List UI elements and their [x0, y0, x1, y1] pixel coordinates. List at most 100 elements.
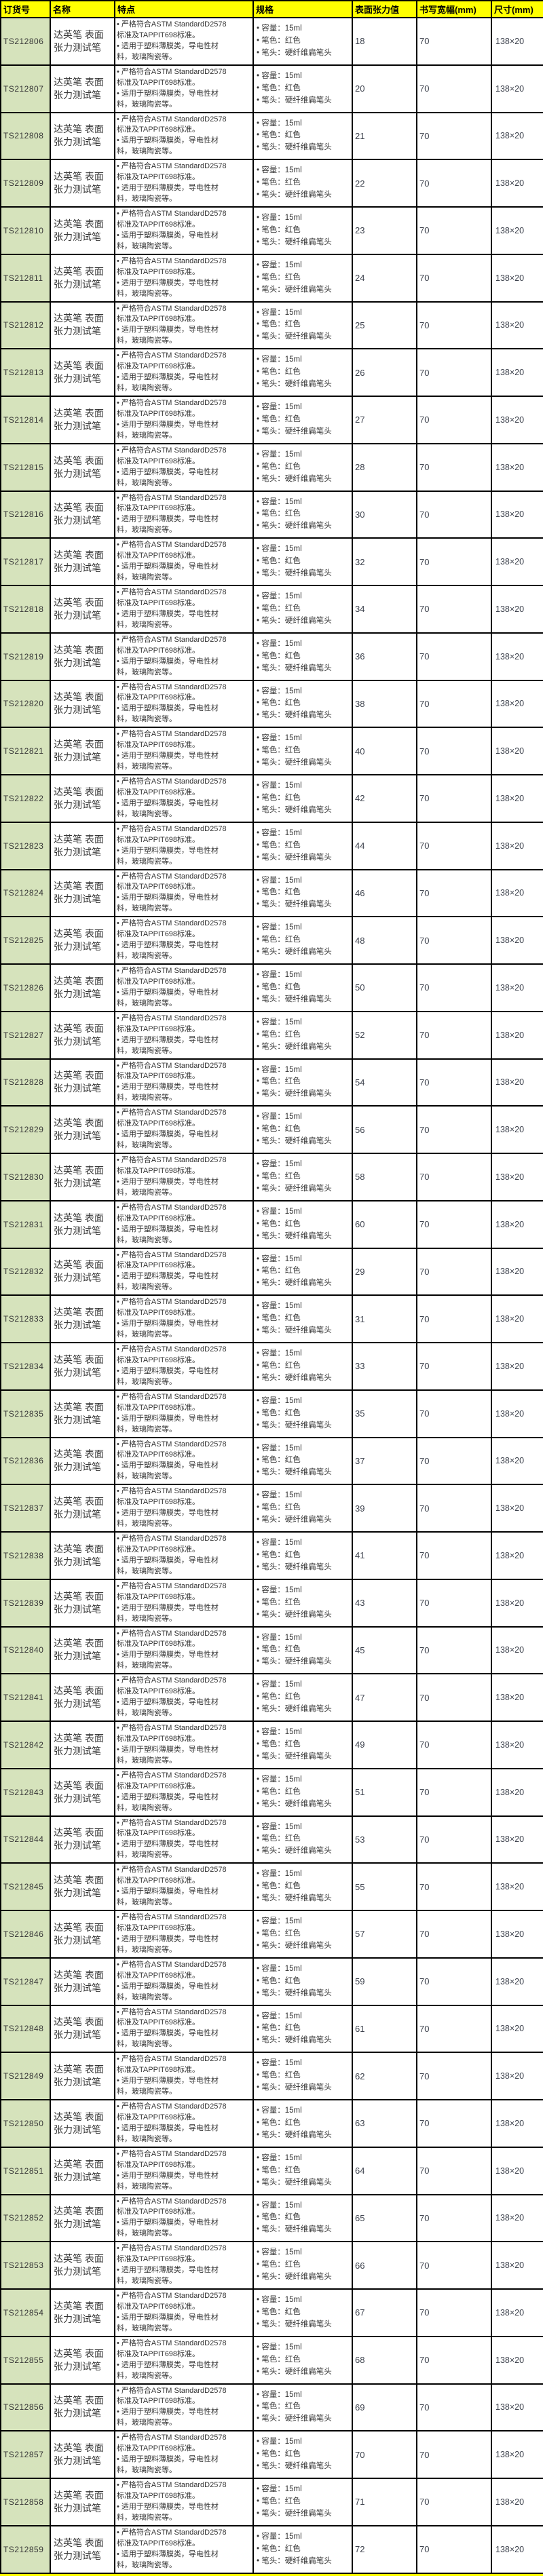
- feature-line: 料，玻璃陶瓷等。: [117, 1614, 176, 1623]
- cell-name: 达英笔 表面张力测试笔: [50, 442, 115, 492]
- feature-line: 料，玻璃陶瓷等。: [117, 1945, 176, 1954]
- spec-line: • 笔头：硬纤维扁笔头: [257, 474, 332, 483]
- feature-line: 料，玻璃陶瓷等。: [117, 1898, 176, 1907]
- cell-specs: • 容量：15ml • 笔色：红色 • 笔头：硬纤维扁笔头: [252, 2430, 353, 2479]
- cell-name: 达英笔 表面张力测试笔: [50, 1957, 115, 2006]
- feature-line: • 适用于塑料薄膜类，导电性材: [117, 1745, 219, 1754]
- feature-line: 标准及TAPPIT698标准。: [117, 220, 200, 229]
- cell-specs: • 容量：15ml • 笔色：红色 • 笔头：硬纤维扁笔头: [252, 17, 353, 66]
- cell-name: 达英笔 表面张力测试笔: [50, 2524, 115, 2574]
- cell-size: 138×20: [491, 1673, 543, 1722]
- spec-line: • 笔色：红色: [257, 2261, 301, 2269]
- cell-tension: 27: [352, 396, 417, 444]
- cell-name: 达英笔 表面张力测试笔: [50, 774, 115, 823]
- spec-line: • 笔色：红色: [257, 651, 301, 660]
- cell-order-no: TS212841: [0, 1673, 51, 1722]
- cell-features: • 严格符合ASTM StandardD2578 标准及TAPPIT698标准。 •…: [114, 1673, 254, 1722]
- feature-line: 料，玻璃陶瓷等。: [117, 1094, 176, 1102]
- table-row: TS212859 达英笔 表面张力测试笔 • 严格符合ASTM Standard…: [0, 2524, 543, 2574]
- spec-line: • 笔头：硬纤维扁笔头: [257, 2273, 332, 2282]
- feature-line: 料，玻璃陶瓷等。: [117, 2371, 176, 2380]
- cell-tension: 21: [352, 111, 417, 161]
- cell-order-no: TS212854: [0, 2288, 51, 2337]
- cell-width: 70: [416, 2146, 492, 2195]
- cell-specs: • 容量：15ml • 笔色：红色 • 笔头：硬纤维扁笔头: [252, 1578, 353, 1628]
- cell-width: 70: [416, 632, 492, 681]
- spec-line: • 容量：15ml: [257, 1964, 302, 1973]
- feature-line: • 适用于塑料薄膜类，导电性材: [117, 1177, 219, 1186]
- feature-line: 料，玻璃陶瓷等。: [117, 478, 176, 487]
- feature-line: 标准及TAPPIT698标准。: [117, 1072, 200, 1081]
- table-row: TS212810 达英笔 表面张力测试笔 • 严格符合ASTM Standard…: [0, 206, 543, 255]
- cell-specs: • 容量：15ml • 笔色：红色 • 笔头：硬纤维扁笔头: [252, 442, 353, 492]
- cell-features: • 严格符合ASTM StandardD2578 标准及TAPPIT698标准。 •…: [114, 1342, 254, 1391]
- spec-line: • 笔色：红色: [257, 1787, 301, 1796]
- cell-tension: 70: [352, 2430, 417, 2479]
- cell-order-no: TS212807: [0, 64, 51, 113]
- feature-line: • 适用于塑料薄膜类，导电性材: [117, 1320, 219, 1328]
- cell-features: • 严格符合ASTM StandardD2578 标准及TAPPIT698标准。 •…: [114, 64, 254, 113]
- feature-line: • 适用于塑料薄膜类，导电性材: [117, 2502, 219, 2511]
- cell-specs: • 容量：15ml • 笔色：红色 • 笔头：硬纤维扁笔头: [252, 2478, 353, 2526]
- feature-line: • 适用于塑料薄膜类，导电性材: [117, 846, 219, 855]
- header-row: 订货号 名称 特点 规格 表面张力值 书写宽幅(mm) 尺寸(mm): [0, 0, 543, 18]
- cell-tension: 61: [352, 2004, 417, 2054]
- cell-size: 138×20: [491, 916, 543, 965]
- spec-line: • 笔色：红色: [257, 1077, 301, 1086]
- spec-line: • 笔色：红色: [257, 1314, 301, 1323]
- cell-specs: • 容量：15ml • 笔色：红色 • 笔头：硬纤维扁笔头: [252, 1673, 353, 1722]
- cell-features: • 严格符合ASTM StandardD2578 标准及TAPPIT698标准。 •…: [114, 2193, 254, 2243]
- feature-line: 料，玻璃陶瓷等。: [117, 809, 176, 818]
- spec-line: • 笔头：硬纤维扁笔头: [257, 2509, 332, 2518]
- feature-line: 标准及TAPPIT698标准。: [117, 362, 200, 371]
- spec-line: • 容量：15ml: [257, 1302, 302, 1311]
- feature-line: 标准及TAPPIT698标准。: [117, 1166, 200, 1175]
- cell-name: 达英笔 表面张力测试笔: [50, 1199, 115, 1249]
- feature-line: 料，玻璃陶瓷等。: [117, 1188, 176, 1197]
- cell-order-no: TS212838: [0, 1531, 51, 1580]
- cell-width: 70: [416, 396, 492, 444]
- cell-features: • 严格符合ASTM StandardD2578 标准及TAPPIT698标准。 •…: [114, 2004, 254, 2054]
- cell-tension: 67: [352, 2288, 417, 2337]
- cell-specs: • 容量：15ml • 笔色：红色 • 笔头：硬纤维扁笔头: [252, 585, 353, 634]
- spec-line: • 笔头：硬纤维扁笔头: [257, 1705, 332, 1714]
- cell-tension: 33: [352, 1342, 417, 1391]
- spec-line: • 笔头：硬纤维扁笔头: [257, 1847, 332, 1856]
- table-row: TS212817 达英笔 表面张力测试笔 • 严格符合ASTM Standard…: [0, 537, 543, 586]
- feature-line: 料，玻璃陶瓷等。: [117, 668, 176, 676]
- spec-line: • 笔头：硬纤维扁笔头: [257, 1988, 332, 1997]
- spec-line: • 笔色：红色: [257, 178, 301, 187]
- cell-name: 达英笔 表面张力测试笔: [50, 396, 115, 444]
- cell-size: 138×20: [491, 17, 543, 66]
- cell-specs: • 容量：15ml • 笔色：红色 • 笔头：硬纤维扁笔头: [252, 1199, 353, 1249]
- spec-line: • 笔色：红色: [257, 36, 301, 45]
- spec-line: • 笔头：硬纤维扁笔头: [257, 48, 332, 57]
- header-size: 尺寸(mm): [491, 0, 543, 18]
- cell-size: 138×20: [491, 2335, 543, 2385]
- cell-order-no: TS212848: [0, 2004, 51, 2054]
- table-row: TS212858 达英笔 表面张力测试笔 • 严格符合ASTM Standard…: [0, 2478, 543, 2526]
- feature-line: • 严格符合ASTM StandardD2578: [117, 2055, 227, 2064]
- cell-name: 达英笔 表面张力测试笔: [50, 2383, 115, 2432]
- feature-line: 标准及TAPPIT698标准。: [117, 977, 200, 986]
- feature-line: 料，玻璃陶瓷等。: [117, 52, 176, 61]
- cell-name: 达英笔 表面张力测试笔: [50, 1531, 115, 1580]
- spec-line: • 笔色：红色: [257, 415, 301, 423]
- spec-line: • 笔头：硬纤维扁笔头: [257, 616, 332, 625]
- table-row: TS212857 达英笔 表面张力测试笔 • 严格符合ASTM Standard…: [0, 2430, 543, 2479]
- cell-width: 70: [416, 2052, 492, 2100]
- spec-line: • 笔色：红色: [257, 1882, 301, 1891]
- feature-line: • 严格符合ASTM StandardD2578: [117, 210, 227, 218]
- feature-line: 标准及TAPPIT698标准。: [117, 1923, 200, 1932]
- feature-line: • 严格符合ASTM StandardD2578: [117, 1535, 227, 1543]
- feature-line: • 严格符合ASTM StandardD2578: [117, 2244, 227, 2253]
- cell-specs: • 容量：15ml • 笔色：红色 • 笔头：硬纤维扁笔头: [252, 64, 353, 113]
- spec-line: • 笔色：红色: [257, 273, 301, 282]
- feature-line: 标准及TAPPIT698标准。: [117, 1309, 200, 1318]
- table-row: TS212814 达英笔 表面张力测试笔 • 严格符合ASTM Standard…: [0, 396, 543, 444]
- spec-line: • 笔头：硬纤维扁笔头: [257, 96, 332, 104]
- spec-line: • 笔头：硬纤维扁笔头: [257, 522, 332, 531]
- cell-name: 达英笔 表面张力测试笔: [50, 2052, 115, 2100]
- spec-line: • 笔头：硬纤维扁笔头: [257, 2367, 332, 2376]
- cell-features: • 严格符合ASTM StandardD2578 标准及TAPPIT698标准。 •…: [114, 348, 254, 397]
